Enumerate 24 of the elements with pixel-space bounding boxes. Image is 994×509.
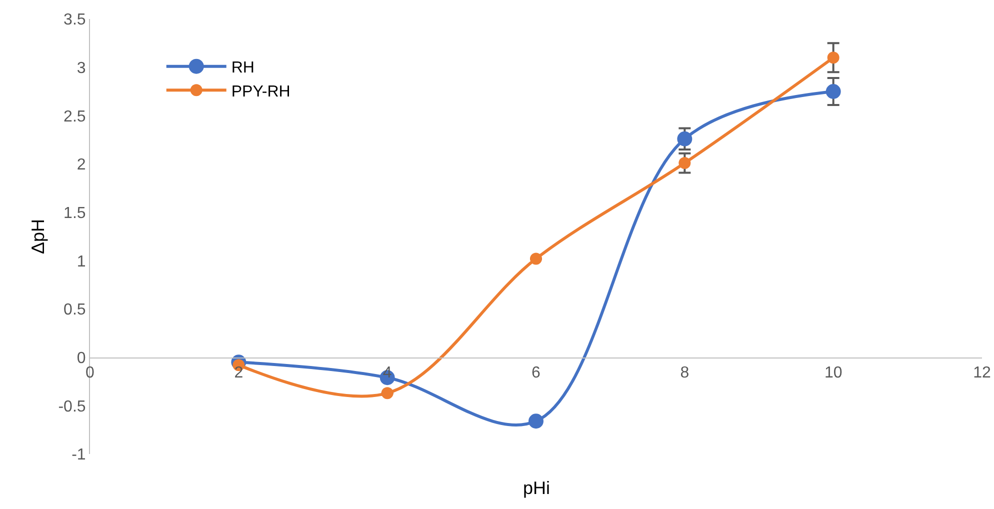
x-tick-label: 10 [824,364,842,382]
x-tick-label: 12 [973,364,991,382]
point [381,387,394,400]
y-tick-label: 0.5 [64,302,86,319]
legend-label: RH [231,60,254,77]
y-axis-title: ΔpH [28,218,48,254]
point [530,252,542,265]
y-tick-label: 1 [76,253,86,270]
y-tick-label: 3 [76,60,86,77]
y-tick-label: 1.5 [64,204,86,222]
point [826,84,841,99]
y-tick-label: 3.5 [64,12,86,29]
point [528,414,544,429]
point [827,52,840,64]
x-tick-label: 8 [680,364,690,382]
y-tick-label: -0.5 [58,398,86,416]
x-axis-title: pHi [523,478,550,498]
y-tick-label: 0 [76,350,86,367]
y-tick-label: -1 [72,446,86,464]
legend-label: PPY-RH [231,83,290,100]
point [677,131,692,146]
y-tick-label: 2 [76,156,86,174]
x-tick-label: 6 [532,364,541,382]
y-tick-label: 2.5 [64,108,86,126]
